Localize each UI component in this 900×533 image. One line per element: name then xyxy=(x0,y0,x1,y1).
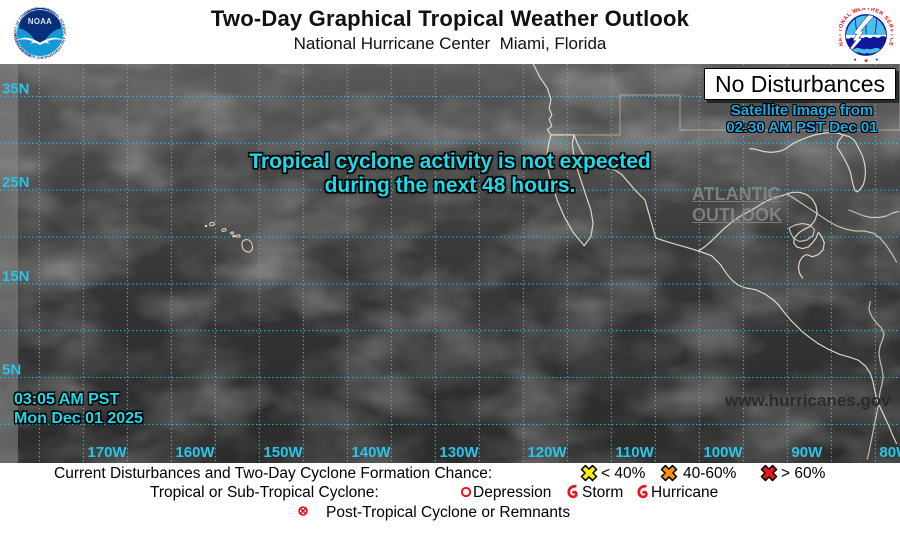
svg-text:T: T xyxy=(839,33,843,37)
svg-text:A: A xyxy=(862,8,867,12)
svg-text:A: A xyxy=(839,37,844,42)
svg-text:E: E xyxy=(887,41,893,47)
svg-text:★: ★ xyxy=(863,57,868,62)
svg-text:I: I xyxy=(889,34,893,36)
svg-text:V: V xyxy=(888,28,893,33)
